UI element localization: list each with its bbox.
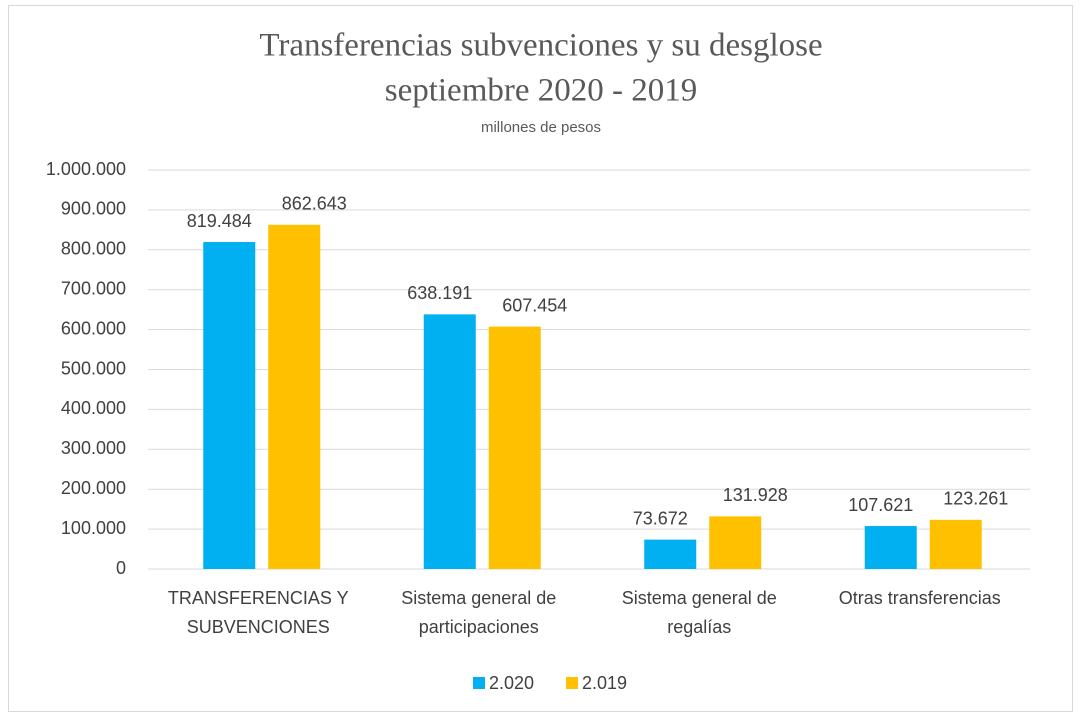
legend-swatch [473,677,485,689]
bar [929,519,982,569]
y-tick-label: 800.000 [61,239,126,259]
bar [488,326,541,569]
legend-label: 2.019 [582,673,627,693]
data-label: 819.484 [187,211,252,231]
data-label: 607.454 [502,295,567,315]
x-tick-label: Sistema general de participaciones [401,588,557,637]
y-tick-label: 600.000 [61,318,126,338]
chart-title: Transferencias subvenciones y su desglos… [259,28,822,64]
data-label: 638.191 [407,283,472,303]
y-tick-label: 0 [116,558,126,578]
y-tick-label: 300.000 [61,438,126,458]
y-tick-label: 900.000 [61,199,126,219]
x-tick-label: Sistema general de regalías [621,588,777,637]
y-tick-label: 400.000 [61,398,126,418]
data-label: 862.643 [282,194,347,214]
x-tick-label: Otras transferencias [838,588,1001,608]
legend-label: 2.020 [489,673,534,693]
chart-title: septiembre 2020 - 2019 [385,73,698,109]
y-tick-label: 1.000.000 [46,159,126,179]
y-tick-label: 700.000 [61,278,126,298]
bar [203,242,256,569]
data-label: 107.621 [848,495,913,515]
bar [268,224,321,569]
y-tick-label: 200.000 [61,478,126,498]
data-label: 123.261 [943,489,1008,509]
legend-swatch [566,677,578,689]
bar [644,539,697,569]
data-label: 131.928 [723,485,788,505]
bar [709,516,762,569]
bar [423,314,476,569]
y-tick-label: 100.000 [61,518,126,538]
x-tick-label: TRANSFERENCIAS Y SUBVENCIONES [167,588,349,637]
data-label: 73.672 [633,508,688,528]
bar [864,526,917,569]
y-tick-label: 500.000 [61,358,126,378]
chart-subtitle: millones de pesos [481,119,601,136]
